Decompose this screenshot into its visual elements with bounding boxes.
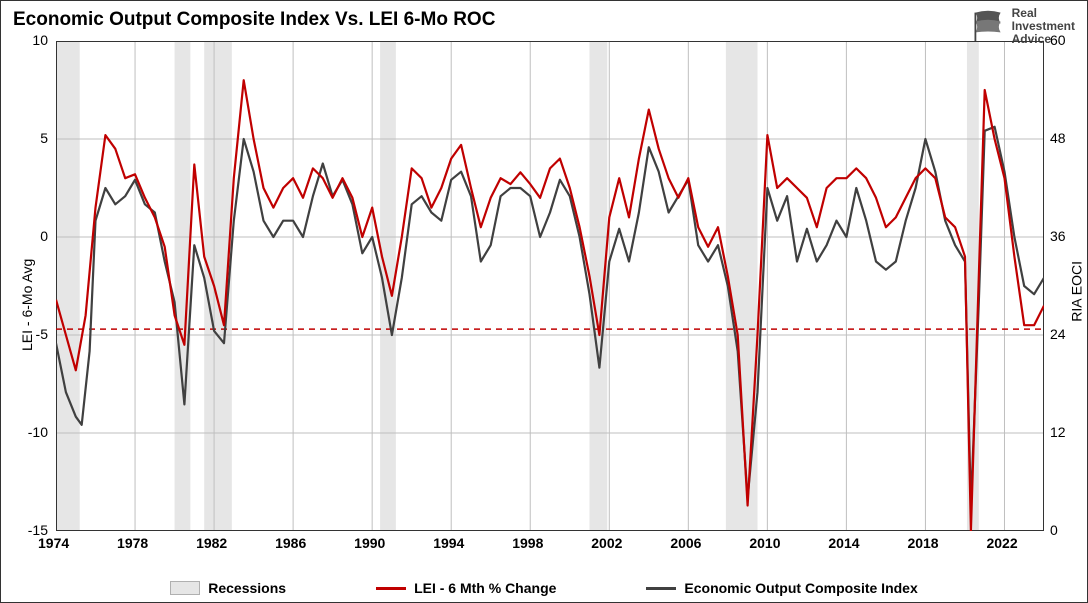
x-tick: 1994 (433, 535, 464, 551)
y-left-tick: 0 (40, 228, 48, 244)
y-right-tick: 24 (1050, 326, 1066, 342)
x-tick: 2010 (749, 535, 780, 551)
x-tick: 2022 (986, 535, 1017, 551)
legend-item: Economic Output Composite Index (646, 580, 917, 596)
y-left-tick: 10 (32, 32, 48, 48)
chart-container: Economic Output Composite Index Vs. LEI … (0, 0, 1088, 603)
plot-area (56, 41, 1044, 531)
chart-title: Economic Output Composite Index Vs. LEI … (13, 9, 495, 31)
legend-label: Economic Output Composite Index (684, 580, 917, 596)
legend-swatch (376, 587, 406, 590)
x-tick: 1998 (512, 535, 543, 551)
legend: Recessions LEI - 6 Mth % Change Economic O… (1, 580, 1087, 596)
x-tick: 1982 (196, 535, 227, 551)
x-tick: 1986 (275, 535, 306, 551)
y-left-tick: -10 (28, 424, 48, 440)
legend-item: Recessions (170, 580, 286, 596)
legend-label: LEI - 6 Mth % Change (414, 580, 556, 596)
y-axis-label-left: LEI - 6-Mo Avg (19, 259, 35, 351)
y-right-tick: 36 (1050, 228, 1066, 244)
x-tick: 2002 (591, 535, 622, 551)
legend-label: Recessions (208, 580, 286, 596)
legend-item: LEI - 6 Mth % Change (376, 580, 556, 596)
y-right-tick: 48 (1050, 130, 1066, 146)
y-left-tick: -5 (36, 326, 48, 342)
y-left-tick: 5 (40, 130, 48, 146)
y-right-tick: 12 (1050, 424, 1066, 440)
x-tick: 1974 (38, 535, 69, 551)
flag-icon (970, 9, 1006, 45)
x-tick: 1990 (354, 535, 385, 551)
x-tick: 2014 (828, 535, 859, 551)
x-tick: 1978 (117, 535, 148, 551)
x-tick: 2006 (670, 535, 701, 551)
legend-swatch (646, 587, 676, 590)
y-axis-label-right: RIA EOCI (1069, 261, 1085, 322)
y-right-tick: 60 (1050, 32, 1066, 48)
y-right-tick: 0 (1050, 522, 1058, 538)
x-tick: 2018 (907, 535, 938, 551)
legend-swatch (170, 581, 200, 595)
